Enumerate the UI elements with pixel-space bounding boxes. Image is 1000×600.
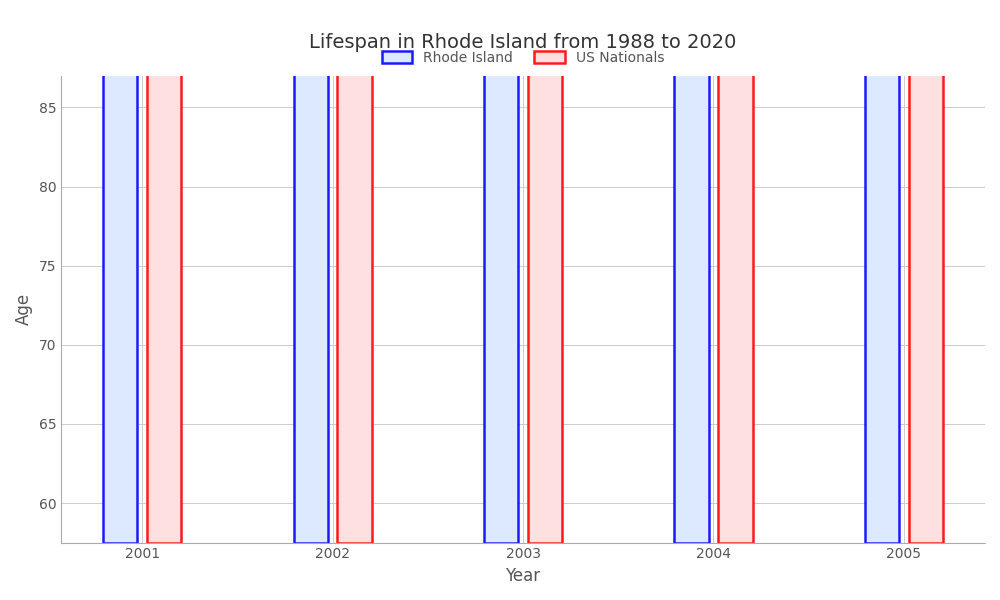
Bar: [674, 0, 709, 542]
Bar: [337, 0, 372, 542]
Title: Lifespan in Rhode Island from 1988 to 2020: Lifespan in Rhode Island from 1988 to 20…: [309, 33, 737, 52]
Legend: Rhode Island, US Nationals: Rhode Island, US Nationals: [376, 46, 670, 70]
Bar: [528, 0, 562, 542]
X-axis label: Year: Year: [505, 567, 541, 585]
Bar: [909, 0, 943, 542]
Bar: [103, 0, 137, 542]
Bar: [718, 0, 753, 542]
Bar: [484, 0, 518, 542]
Y-axis label: Age: Age: [15, 293, 33, 325]
Bar: [294, 0, 328, 542]
Bar: [147, 0, 181, 542]
Bar: [865, 0, 899, 542]
